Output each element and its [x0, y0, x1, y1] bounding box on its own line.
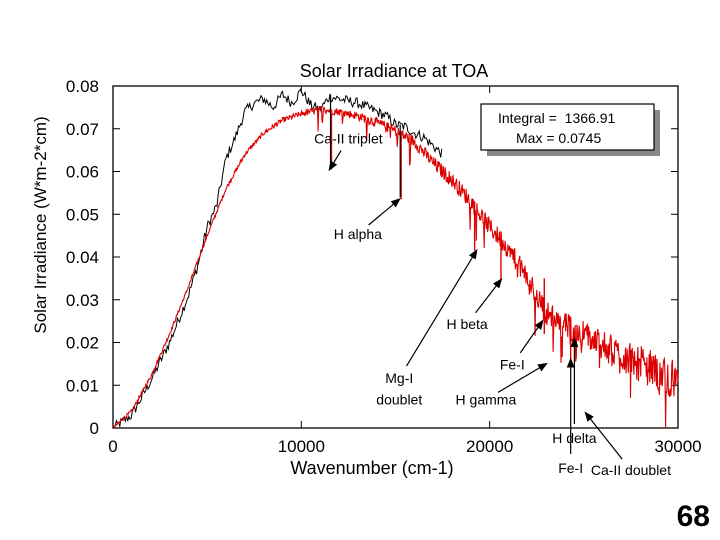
info-box: Integral = 1366.91 Max = 0.0745 — [480, 103, 660, 156]
y-tick-label: 0.07 — [66, 120, 99, 139]
annotation-arrow — [519, 319, 544, 354]
x-axis-ticks: 0 10000 20000 30000 — [108, 86, 702, 456]
annotation-arrow — [368, 198, 401, 226]
integral-label: Integral = — [498, 110, 557, 126]
max-label: Max = — [516, 130, 558, 146]
integral-value: 1366.91 — [565, 110, 616, 126]
y-tick-label: 0.06 — [66, 163, 99, 182]
slide-number: 68 — [676, 500, 710, 533]
y-tick-label: 0.08 — [66, 77, 99, 96]
annotations: Ca-II triplet H alpha Mg-I doublet H beta Fe-… — [314, 131, 671, 478]
annotation-arrow — [584, 411, 623, 460]
annotation-label: Ca-II triplet — [314, 131, 383, 147]
annotation-label: H beta — [446, 316, 487, 332]
annotation-label: Fe-I — [558, 460, 583, 476]
annotation-label: H gamma — [456, 391, 517, 407]
y-axis-label: Solar Irradiance (W*m-2*cm) — [31, 116, 50, 333]
y-tick-label: 0 — [90, 419, 99, 438]
annotation-label: H alpha — [334, 226, 382, 242]
svg-text:Integral = 1366.91: Integral = 1366.91 — [498, 110, 615, 126]
x-tick-label: 0 — [108, 437, 117, 456]
x-tick-label: 20000 — [466, 437, 513, 456]
y-tick-label: 0.04 — [66, 248, 99, 267]
x-axis-label: Wavenumber (cm-1) — [290, 458, 453, 478]
series-layer — [112, 88, 679, 430]
x-tick-label: 10000 — [278, 437, 325, 456]
annotation-label: H delta — [552, 430, 597, 446]
series-line-model — [112, 105, 679, 429]
y-tick-label: 0.05 — [66, 205, 99, 224]
svg-text:Max = 0.0745: Max = 0.0745 — [516, 130, 601, 146]
y-tick-label: 0.03 — [66, 291, 99, 310]
annotation-arrow — [475, 278, 503, 314]
y-tick-label: 0.01 — [66, 376, 99, 395]
annotation-arrow — [497, 362, 548, 393]
annotation-label: Ca-II doublet — [591, 462, 671, 478]
annotation-label: Fe-I — [500, 356, 525, 372]
annotation-arrow — [405, 248, 478, 367]
annotation-arrow — [328, 150, 342, 172]
y-tick-label: 0.02 — [66, 334, 99, 353]
series-line-observed — [112, 88, 443, 430]
max-value: 0.0745 — [558, 130, 601, 146]
chart-title: Solar Irradiance at TOA — [300, 61, 488, 81]
annotation-label: doublet — [376, 391, 422, 407]
x-tick-label: 30000 — [654, 437, 701, 456]
annotation-label: Mg-I — [385, 370, 413, 386]
y-axis-ticks: 0 0.01 0.02 0.03 0.04 0.05 0.06 0.07 0.08 — [66, 77, 678, 438]
